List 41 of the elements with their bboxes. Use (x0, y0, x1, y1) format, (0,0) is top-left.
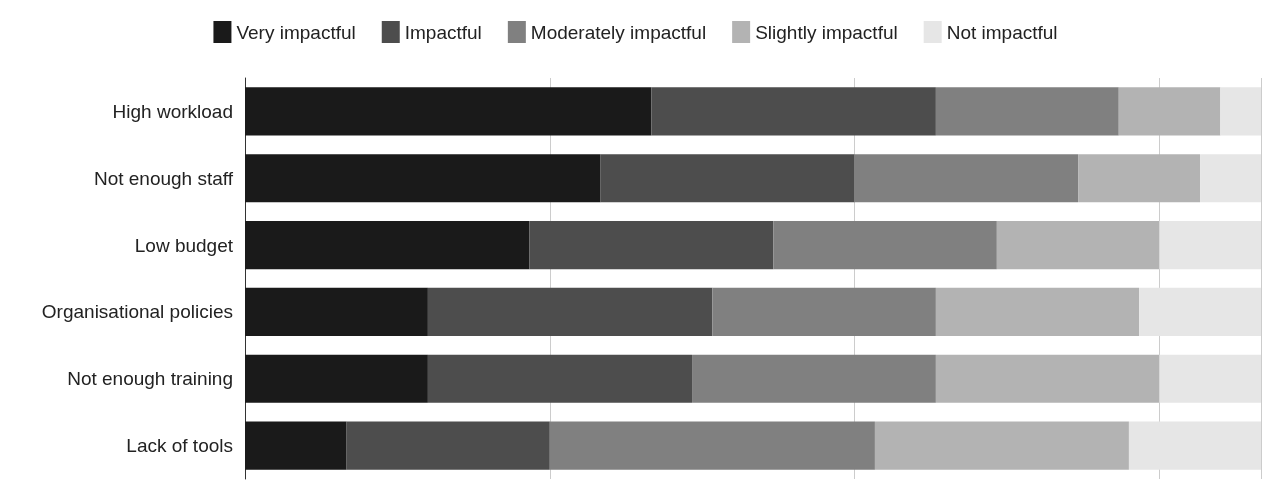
bar (935, 354, 1160, 403)
bar (245, 287, 428, 336)
bar (245, 154, 601, 203)
bar (651, 87, 936, 136)
legend-label: Very impactful (236, 21, 356, 43)
bar (1078, 154, 1201, 203)
bar (712, 287, 936, 336)
bar (245, 87, 652, 136)
bar (600, 154, 855, 203)
bar (1159, 221, 1261, 270)
bar (935, 87, 1119, 136)
bar (854, 154, 1079, 203)
bar (1118, 87, 1221, 136)
bar (1220, 87, 1261, 136)
bar (1159, 354, 1261, 403)
bar (245, 354, 428, 403)
bar (1128, 421, 1261, 470)
bar (874, 421, 1129, 470)
bar (773, 221, 997, 270)
bar (529, 221, 774, 270)
bar (1139, 287, 1261, 336)
bar (346, 421, 550, 470)
y-tick-label: Not enough training (67, 368, 233, 390)
y-tick-label: Lack of tools (126, 435, 233, 457)
bar (549, 421, 875, 470)
y-tick-label: High workload (112, 100, 233, 122)
bar (692, 354, 936, 403)
bar (1200, 154, 1261, 203)
legend-label: Slightly impactful (755, 21, 898, 43)
legend-label: Moderately impactful (530, 21, 707, 43)
bar (245, 421, 347, 470)
legend-label: Impactful (404, 21, 482, 43)
legend-label: Not impactful (946, 21, 1058, 43)
bar (245, 221, 530, 270)
bar (427, 354, 693, 403)
y-tick-label: Low budget (134, 234, 234, 256)
bar (996, 221, 1160, 270)
bar (427, 287, 713, 336)
bar (935, 287, 1140, 336)
y-tick-label: Organisational policies (41, 301, 233, 323)
y-tick-label: Not enough staff (93, 167, 234, 189)
